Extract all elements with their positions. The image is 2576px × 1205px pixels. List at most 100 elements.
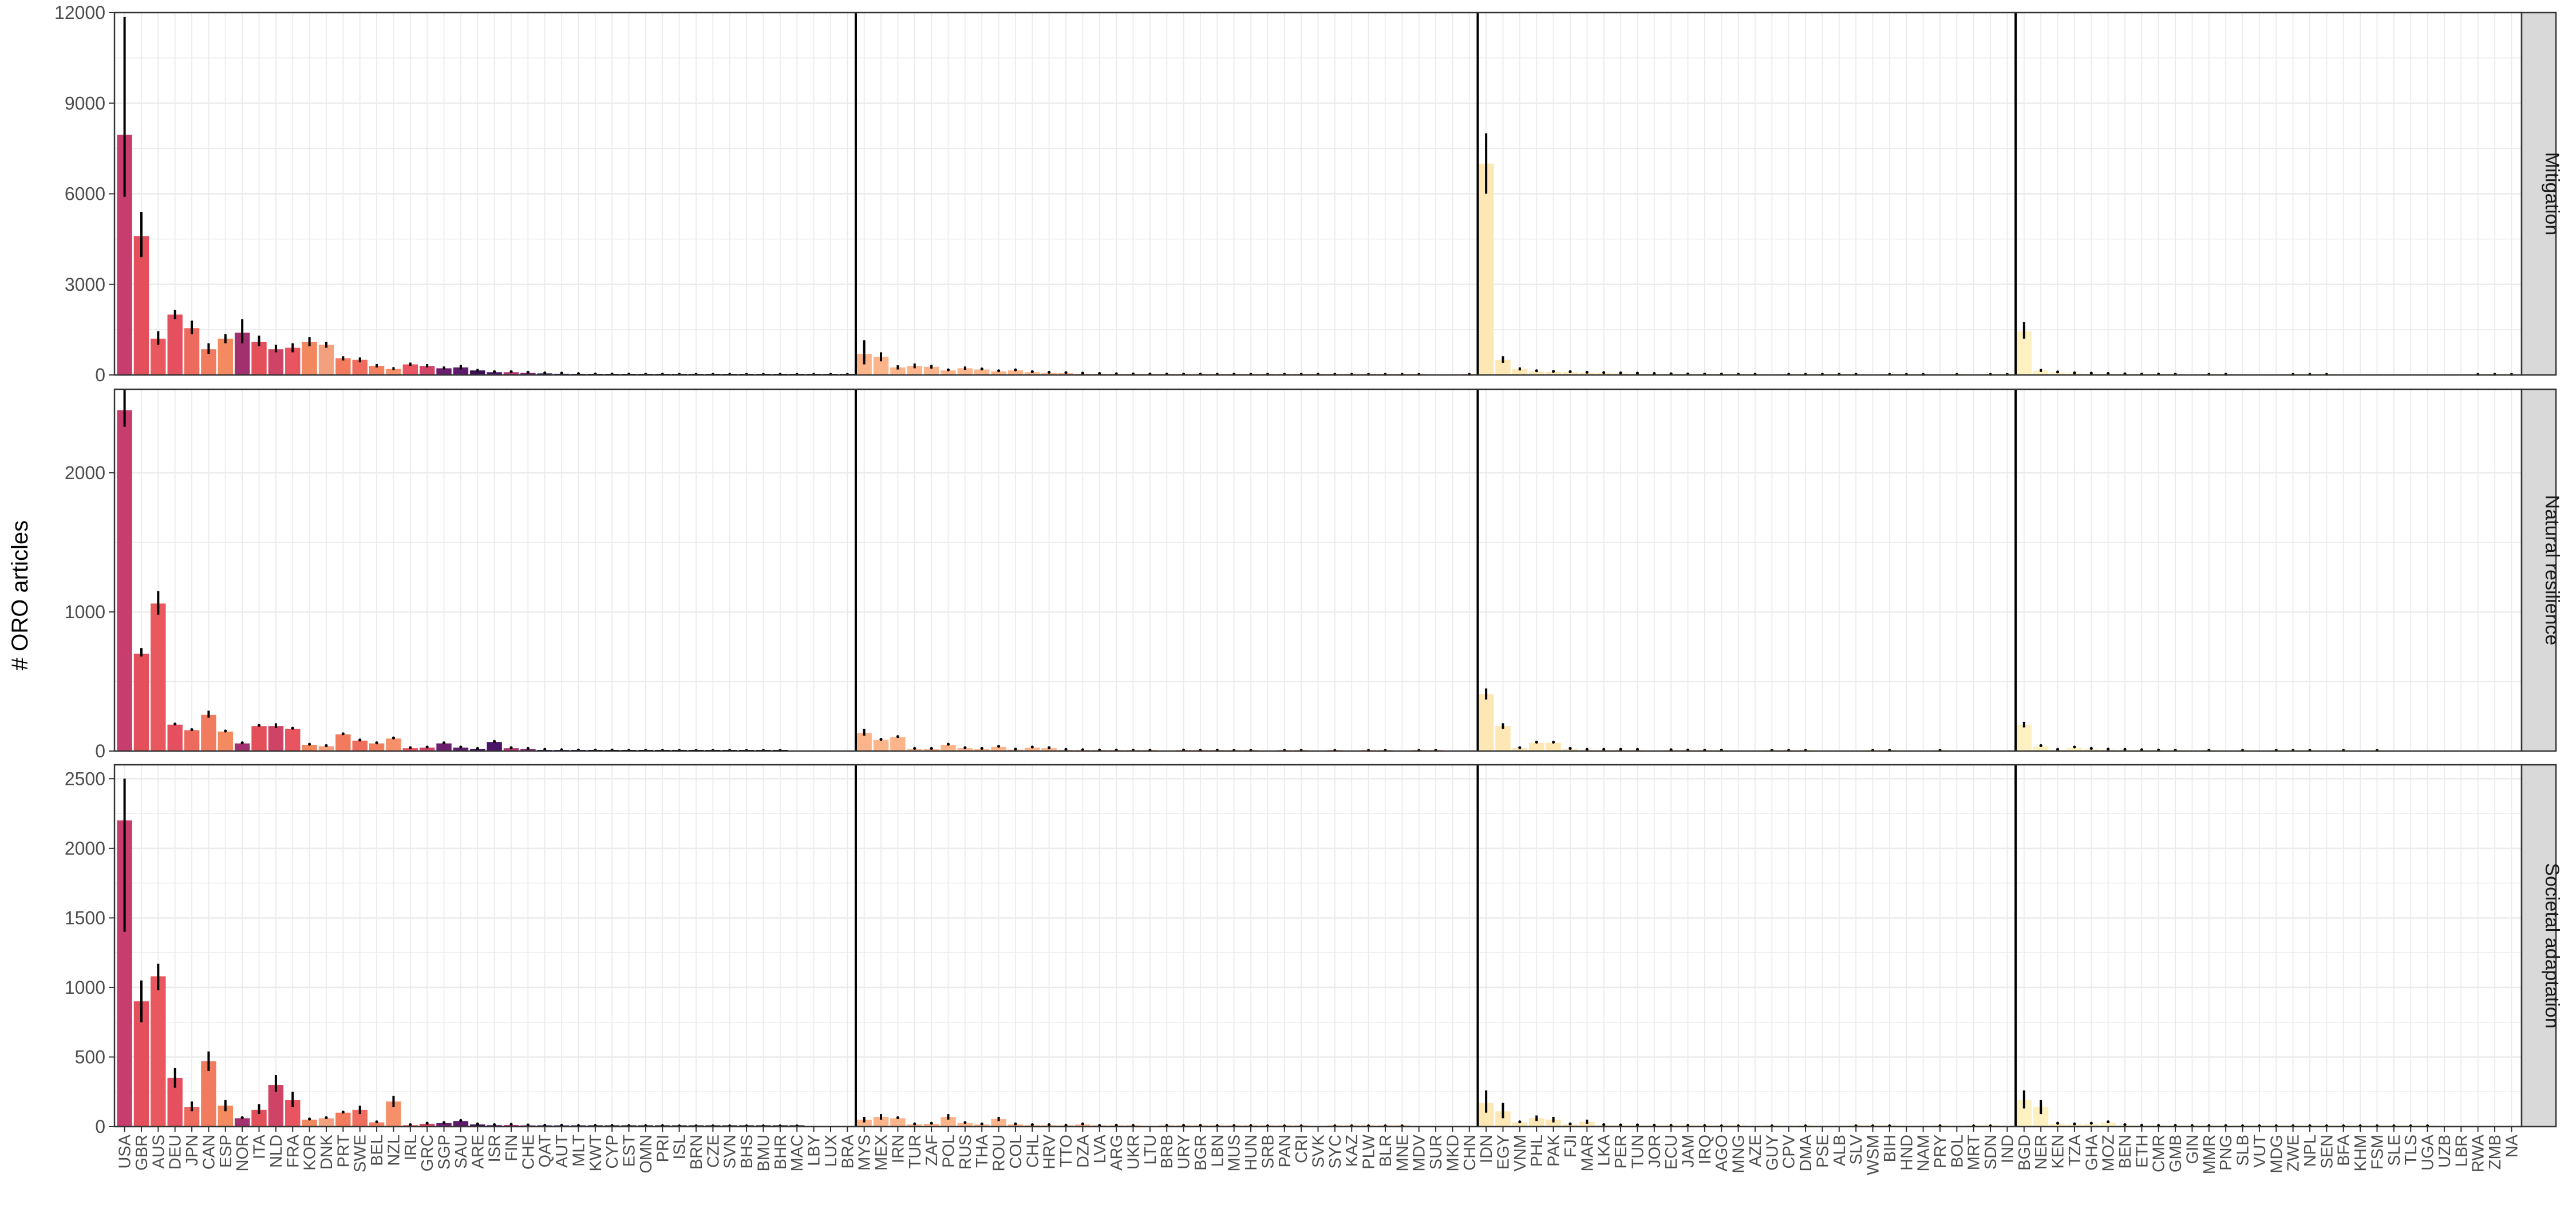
bar-sau [453, 1121, 469, 1127]
point-fji [1568, 746, 1572, 750]
x-tick-label: GUY [1763, 1135, 1781, 1171]
point-hrv [1048, 746, 1051, 749]
bar-ita [251, 341, 267, 375]
x-tick-label: ESP [217, 1135, 235, 1168]
point-fin [509, 1123, 513, 1126]
bar-isr [487, 372, 502, 375]
x-tick-label: MNE [1393, 1135, 1412, 1171]
x-tick-label: UGA [2419, 1134, 2437, 1171]
bar-moz [2100, 1122, 2116, 1127]
x-tick-label: FRA [284, 1134, 302, 1168]
bar-bel [369, 366, 385, 375]
point-col [1014, 747, 1017, 751]
point-tun [1635, 372, 1639, 375]
x-tick-label: SWE [351, 1135, 370, 1172]
x-tick-label: WSM [1864, 1135, 1883, 1175]
x-tick-label: TUN [1629, 1135, 1647, 1169]
point-tun [1635, 748, 1639, 751]
x-tick-label: COL [1007, 1135, 1025, 1169]
x-tick-label: CPV [1780, 1134, 1799, 1168]
x-tick-label: ZMB [2486, 1135, 2504, 1170]
bar-tza [2067, 747, 2083, 751]
bar-fji [1562, 372, 1578, 375]
y-tick-label: 0 [95, 1116, 105, 1137]
point-ben [2123, 748, 2127, 751]
point-zaf [930, 1121, 933, 1125]
point-mar [1585, 370, 1589, 374]
x-tick-label: JOR [1646, 1135, 1664, 1168]
x-tick-label: QAT [536, 1135, 555, 1168]
bar-phl [1529, 742, 1544, 751]
point-ita [257, 724, 261, 727]
x-tick-label: VUT [2251, 1135, 2269, 1168]
bar-gha [2084, 749, 2099, 751]
x-tick-label: URY [1175, 1135, 1194, 1170]
bar-grc [419, 1124, 435, 1127]
point-sgp [442, 1121, 446, 1124]
bar-are [470, 1124, 485, 1127]
bar-tha [974, 749, 990, 751]
x-tick-label: POL [939, 1135, 958, 1168]
point-ken [2056, 370, 2060, 374]
point-tto [1064, 748, 1068, 751]
y-tick-label: 0 [95, 365, 105, 385]
point-ken [2056, 748, 2060, 751]
x-tick-label: MOZ [2100, 1135, 2118, 1171]
point-tur [913, 746, 916, 750]
x-tick-label: SVK [1310, 1134, 1328, 1168]
x-tick-label: SDN [1982, 1135, 2000, 1170]
x-tick-label: LBY [805, 1135, 824, 1166]
x-tick-label: BRA [839, 1134, 857, 1168]
x-tick-label: BRB [1158, 1135, 1176, 1169]
bar-gha [2084, 1124, 2099, 1127]
bar-bgd [2016, 724, 2032, 751]
point-zaf [930, 746, 933, 750]
point-kor [308, 742, 311, 746]
x-tick-label: GMB [2167, 1135, 2185, 1172]
x-tick-label: MRT [1965, 1135, 1984, 1171]
point-rus [963, 746, 967, 749]
x-tick-label: JPN [183, 1135, 202, 1166]
x-tick-label: ARG [1108, 1135, 1126, 1171]
point-phl [1535, 740, 1538, 744]
point-irl [409, 746, 412, 749]
point-fin [509, 746, 513, 749]
y-axis-title: # ORO articles [7, 520, 33, 670]
x-tick-label: CMR [2150, 1135, 2168, 1172]
y-tick-label: 0 [95, 741, 105, 761]
point-grc [425, 745, 429, 749]
bar-rou [991, 371, 1006, 375]
y-tick-label: 2000 [65, 463, 105, 483]
point-isr [493, 740, 496, 743]
bar-irn [890, 367, 906, 375]
x-tick-label: DEU [167, 1135, 185, 1170]
x-tick-label: TTO [1057, 1135, 1076, 1167]
facet-label: Mitigation [2541, 152, 2563, 236]
bar-pak [1546, 372, 1561, 375]
x-tick-label: IRQ [1696, 1135, 1714, 1164]
point-vnm [1518, 746, 1522, 749]
bar-can [201, 714, 216, 751]
bar-vnm [1512, 748, 1528, 751]
x-tick-label: MDV [1411, 1134, 1429, 1171]
x-tick-label: AUS [149, 1135, 168, 1169]
x-tick-label: IRN [889, 1135, 907, 1163]
point-grc [425, 1121, 429, 1125]
x-tick-label: SVN [721, 1135, 740, 1169]
x-tick-label: BHR [772, 1135, 790, 1170]
y-tick-label: 1500 [65, 907, 105, 928]
point-per [1619, 371, 1622, 374]
bar-grc [419, 366, 435, 375]
bar-bel [369, 743, 385, 751]
x-tick-label: EST [621, 1135, 639, 1167]
bar-esp [218, 338, 234, 375]
x-tick-label: CZE [704, 1135, 722, 1168]
x-tick-label: SGP [436, 1135, 454, 1170]
point-tto [1064, 371, 1068, 374]
point-fin [509, 370, 513, 373]
x-tick-label: RWA [2470, 1134, 2488, 1172]
point-pol [946, 742, 950, 746]
x-tick-label: PRY [1931, 1135, 1950, 1168]
x-tick-label: BIH [1881, 1135, 1899, 1162]
